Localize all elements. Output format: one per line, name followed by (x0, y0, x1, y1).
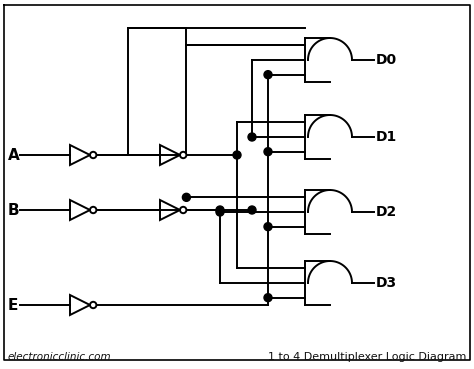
Circle shape (180, 207, 186, 213)
Circle shape (248, 133, 256, 141)
Text: B: B (8, 203, 19, 217)
Circle shape (264, 294, 272, 302)
Text: D1: D1 (376, 130, 397, 144)
Text: A: A (8, 148, 20, 162)
Circle shape (264, 148, 272, 156)
Circle shape (90, 152, 96, 158)
Circle shape (216, 208, 224, 216)
Circle shape (264, 223, 272, 231)
Circle shape (180, 152, 186, 158)
Text: electronicclinic.com: electronicclinic.com (8, 352, 111, 362)
Circle shape (216, 206, 224, 214)
Circle shape (248, 206, 256, 214)
Text: D3: D3 (376, 276, 397, 290)
Circle shape (90, 207, 96, 213)
Circle shape (233, 151, 241, 159)
Text: D0: D0 (376, 53, 397, 67)
Text: 1 to 4 Demultiplexer Logic Diagram: 1 to 4 Demultiplexer Logic Diagram (268, 352, 466, 362)
Text: E: E (8, 297, 18, 313)
Circle shape (90, 302, 96, 308)
Circle shape (182, 193, 191, 201)
Text: D2: D2 (376, 205, 397, 219)
Circle shape (264, 71, 272, 79)
